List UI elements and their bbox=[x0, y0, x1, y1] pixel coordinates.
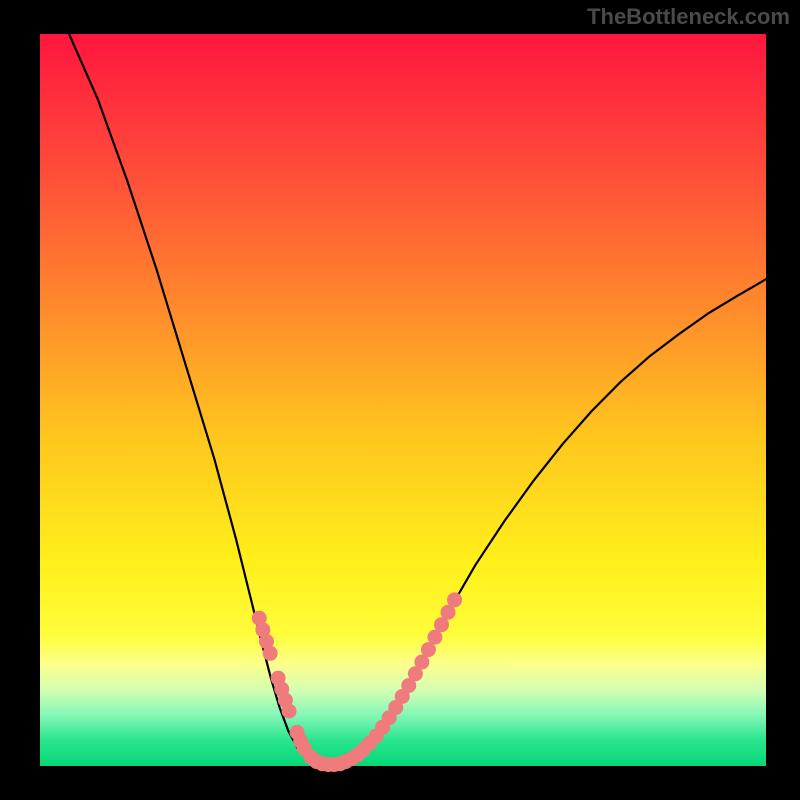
marker-dot bbox=[263, 646, 278, 661]
marker-dot bbox=[447, 592, 462, 607]
bottleneck-chart bbox=[0, 0, 800, 800]
marker-dot bbox=[282, 704, 297, 719]
watermark-text: TheBottleneck.com bbox=[587, 4, 790, 30]
chart-background-gradient bbox=[40, 34, 766, 766]
